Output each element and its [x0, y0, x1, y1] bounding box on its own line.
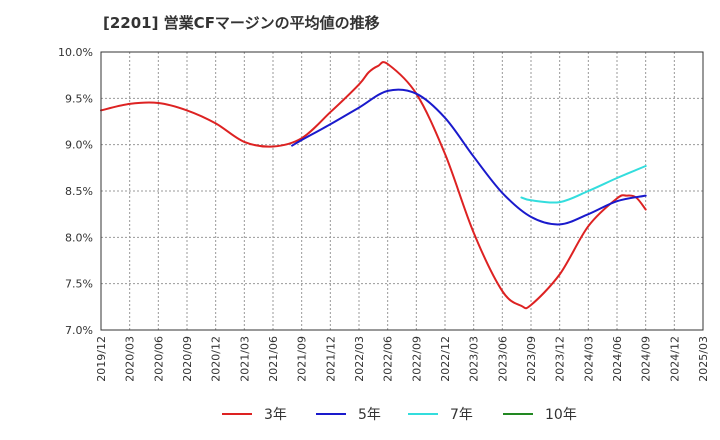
x-tick-label: 2023/09 — [525, 336, 538, 382]
x-tick-label: 2023/06 — [496, 336, 509, 382]
y-tick-label: 10.0% — [58, 46, 93, 59]
x-tick-label: 2023/12 — [554, 336, 567, 382]
x-tick-label: 2024/12 — [668, 336, 681, 382]
y-axis-ticks: 10.0% 9.5% 9.0% 8.5% 8.0% 7.5% 7.0% — [58, 46, 93, 337]
x-tick-label: 2020/09 — [181, 336, 194, 382]
y-tick-label: 8.5% — [65, 185, 93, 198]
chart-title: [2201] 営業CFマージンの平均値の推移 — [103, 14, 380, 32]
grid-lines — [101, 52, 703, 330]
x-tick-label: 2025/03 — [697, 336, 710, 382]
x-tick-label: 2022/12 — [439, 336, 452, 382]
y-tick-label: 9.5% — [65, 92, 93, 105]
x-tick-label: 2020/03 — [124, 336, 137, 382]
legend-label-3: 10年 — [545, 407, 577, 423]
y-tick-label: 8.0% — [65, 231, 93, 244]
series-line-2 — [520, 165, 647, 204]
x-tick-label: 2022/09 — [410, 336, 423, 382]
y-tick-label: 7.0% — [65, 324, 93, 337]
x-tick-label: 2023/03 — [468, 336, 481, 382]
x-tick-label: 2022/06 — [382, 336, 395, 382]
x-tick-label: 2020/12 — [210, 336, 223, 382]
x-axis-ticks: 2019/12 2020/03 2020/06 2020/09 2020/12 2021/… — [95, 336, 710, 382]
x-tick-label: 2021/09 — [296, 336, 309, 382]
legend: 3年 5年 7年 10年 — [222, 407, 577, 423]
series-line-0 — [100, 61, 647, 310]
x-tick-label: 2019/12 — [95, 336, 108, 382]
legend-label-1: 5年 — [358, 407, 381, 423]
series-line-1 — [291, 88, 647, 226]
plot-frame — [100, 51, 704, 331]
x-tick-label: 2021/12 — [324, 336, 337, 382]
y-tick-label: 9.0% — [65, 139, 93, 152]
x-tick-label: 2022/03 — [353, 336, 366, 382]
series-lines — [100, 61, 647, 310]
legend-label-2: 7年 — [450, 407, 473, 423]
x-tick-label: 2024/06 — [611, 336, 624, 382]
x-tick-label: 2024/03 — [582, 336, 595, 382]
x-tick-label: 2024/09 — [640, 336, 653, 382]
x-tick-label: 2020/06 — [152, 336, 165, 382]
x-tick-label: 2021/03 — [238, 336, 251, 382]
legend-label-0: 3年 — [264, 407, 287, 423]
y-tick-label: 7.5% — [65, 278, 93, 291]
x-tick-label: 2021/06 — [267, 336, 280, 382]
